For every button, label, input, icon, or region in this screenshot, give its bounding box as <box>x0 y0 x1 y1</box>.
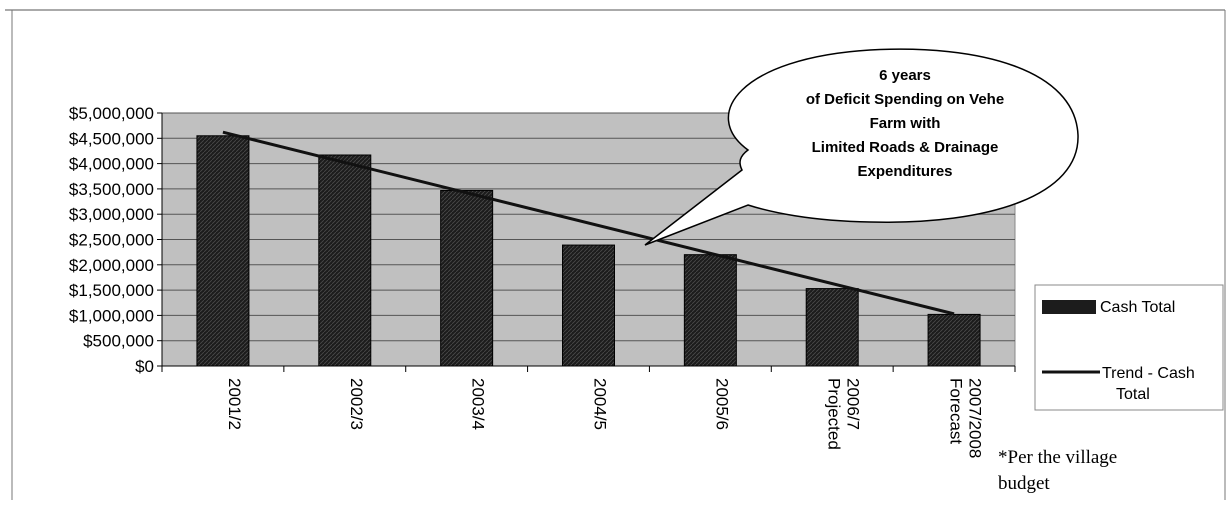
x-tick-label: Forecast <box>947 378 966 444</box>
bar <box>196 135 250 367</box>
x-tick-label: 2007/2008 <box>966 378 985 458</box>
legend-bar-swatch <box>1042 300 1096 314</box>
bar <box>318 154 372 367</box>
legend-trend-line: Total <box>1116 386 1150 403</box>
trend-line <box>222 130 955 316</box>
y-tick-labels: $0 $500,000 $1,000,000 $1,500,000 $2,000,000… <box>69 104 162 376</box>
callout-line: Expenditures <box>857 163 952 180</box>
callout: 6 years of Deficit Spending on Vehe Farm w… <box>644 48 1079 246</box>
y-tick-label: $2,000,000 <box>69 256 154 275</box>
callout-line: of Deficit Spending on Vehe <box>806 91 1004 108</box>
x-tick-label: 2005/6 <box>712 378 731 430</box>
legend-label-trend: Trend - Cash Total <box>1102 365 1195 403</box>
y-tick-label: $1,500,000 <box>69 281 154 300</box>
callout-line: 6 years <box>879 67 931 84</box>
y-tick-label: $5,000,000 <box>69 104 154 123</box>
y-tick-label: $4,000,000 <box>69 155 154 174</box>
legend-label-cash-total: Cash Total <box>1100 299 1175 316</box>
callout-line: Limited Roads & Drainage <box>812 139 999 156</box>
y-tick-label: $0 <box>135 357 154 376</box>
bar <box>927 313 981 367</box>
callout-bubble <box>644 48 1079 246</box>
y-tick-label: $1,000,000 <box>69 306 154 325</box>
x-tick-label: 2006/7 <box>844 378 863 430</box>
x-tick-labels: 2001/2 2002/3 2003/4 2004/5 2005/6 Projected 2… <box>225 378 985 458</box>
callout-line: Farm with <box>870 115 941 132</box>
bar <box>440 189 494 367</box>
bar <box>805 288 859 367</box>
budget-note-line1: *Per the village <box>998 447 1118 468</box>
x-tick-label: 2003/4 <box>469 378 488 430</box>
callout-text: 6 years of Deficit Spending on Vehe Farm w… <box>806 67 1004 180</box>
legend-trend-line: Trend - Cash <box>1102 365 1195 382</box>
legend: Cash Total Trend - Cash Total <box>1034 284 1224 411</box>
x-tick-label: 2001/2 <box>225 378 244 430</box>
bar <box>683 254 737 367</box>
x-tick-label: Projected <box>825 378 844 450</box>
trend-line-group <box>222 130 955 316</box>
y-tick-label: $3,500,000 <box>69 180 154 199</box>
y-tick-label: $4,500,000 <box>69 129 154 148</box>
budget-note: *Per the village budget <box>998 445 1208 497</box>
bar <box>562 244 615 367</box>
y-tick-label: $2,500,000 <box>69 231 154 250</box>
budget-note-line2: budget <box>998 473 1050 494</box>
x-tick-label: 2004/5 <box>591 378 610 430</box>
y-tick-label: $3,000,000 <box>69 205 154 224</box>
bars <box>196 135 981 367</box>
x-tick-label: 2002/3 <box>347 378 366 430</box>
y-tick-label: $500,000 <box>83 332 154 351</box>
